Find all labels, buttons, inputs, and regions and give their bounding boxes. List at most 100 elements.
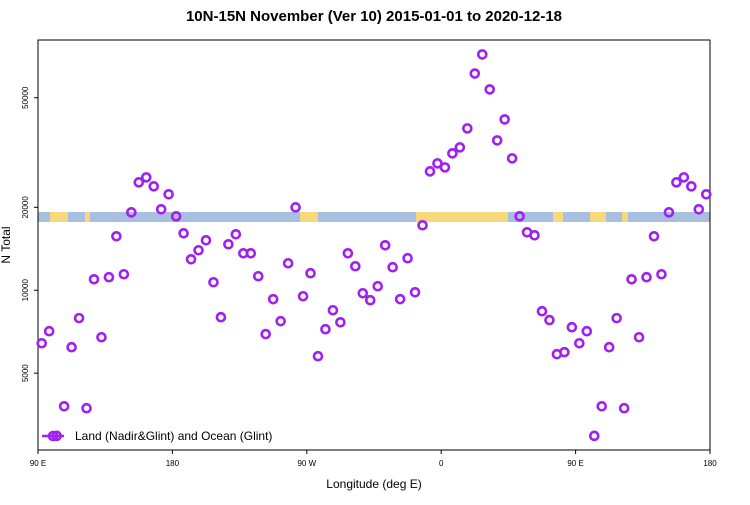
point [282, 257, 294, 269]
point [43, 325, 55, 337]
point [626, 273, 637, 285]
point [58, 400, 70, 412]
point [200, 235, 212, 246]
point [693, 204, 705, 215]
point [506, 153, 518, 164]
point [342, 247, 354, 259]
x-axis-label: Longitude (deg E) [326, 477, 421, 491]
point [223, 239, 234, 250]
point [678, 172, 690, 183]
point [170, 211, 182, 222]
point [66, 341, 77, 353]
point [350, 260, 361, 272]
x-tick-label: 180 [703, 459, 717, 468]
point [409, 286, 421, 298]
x-tick-label: 0 [439, 459, 444, 468]
point [81, 402, 92, 414]
point [424, 166, 436, 177]
point [275, 315, 286, 327]
point [454, 142, 466, 153]
point [230, 229, 242, 240]
point [357, 287, 369, 299]
point [320, 323, 331, 335]
point [185, 254, 197, 265]
point [155, 204, 167, 215]
point [447, 148, 458, 159]
point [603, 341, 615, 353]
point [88, 273, 100, 285]
point [327, 304, 339, 316]
y-tick-label: 50000 [21, 86, 30, 109]
point [267, 293, 279, 305]
y-axis-label: N Total [0, 226, 13, 263]
point [260, 328, 272, 340]
plot-frame [37, 39, 711, 451]
point [379, 239, 391, 251]
point [596, 400, 608, 412]
point [140, 172, 152, 183]
map-strip [38, 212, 710, 222]
point [148, 181, 160, 192]
x-tick-label: 90 E [567, 459, 583, 468]
point [178, 227, 189, 239]
point [252, 270, 264, 282]
point [476, 49, 488, 60]
point [133, 177, 145, 188]
point [290, 202, 301, 213]
point [245, 247, 257, 259]
point [663, 207, 675, 218]
y-tick-label: 5000 [21, 364, 30, 382]
x-tick-label: 90 E [30, 459, 46, 468]
x-tick-label: 90 W [297, 459, 316, 468]
point [193, 244, 204, 256]
point [126, 207, 137, 218]
point [163, 188, 174, 200]
point [611, 312, 622, 324]
point [633, 331, 645, 343]
point [618, 402, 630, 414]
chart-title: 10N-15N November (Ver 10) 2015-01-01 to … [186, 8, 562, 25]
point [364, 294, 376, 306]
point [671, 177, 682, 188]
point [536, 305, 548, 317]
point [335, 316, 346, 328]
point [96, 331, 107, 343]
point [462, 123, 473, 134]
point [208, 276, 219, 288]
point [312, 350, 324, 362]
point [544, 314, 555, 326]
point [73, 312, 85, 324]
x-tick-label: 180 [166, 459, 180, 468]
point [417, 219, 428, 231]
point [574, 337, 585, 349]
point [215, 311, 227, 323]
point [648, 230, 660, 242]
point [529, 229, 540, 241]
y-tick-label: 20000 [21, 196, 30, 219]
point [491, 135, 503, 146]
point [394, 293, 406, 305]
point [297, 290, 309, 302]
point [305, 267, 316, 279]
point [36, 337, 48, 349]
point [484, 84, 496, 95]
point [118, 268, 130, 280]
point [111, 230, 122, 242]
point [439, 162, 451, 173]
point [469, 68, 481, 79]
point [566, 321, 578, 333]
point [686, 181, 697, 192]
point [372, 280, 384, 292]
point [514, 211, 525, 222]
point [700, 188, 712, 200]
legend-symbol [47, 430, 59, 442]
legend-label: Land (Nadir&Glint) and Ocean (Glint) [75, 429, 272, 443]
point [641, 271, 652, 283]
point [402, 252, 413, 264]
y-tick-label: 10000 [21, 279, 30, 302]
point [581, 325, 593, 337]
point [559, 346, 570, 358]
point [499, 114, 510, 125]
point [588, 430, 600, 442]
